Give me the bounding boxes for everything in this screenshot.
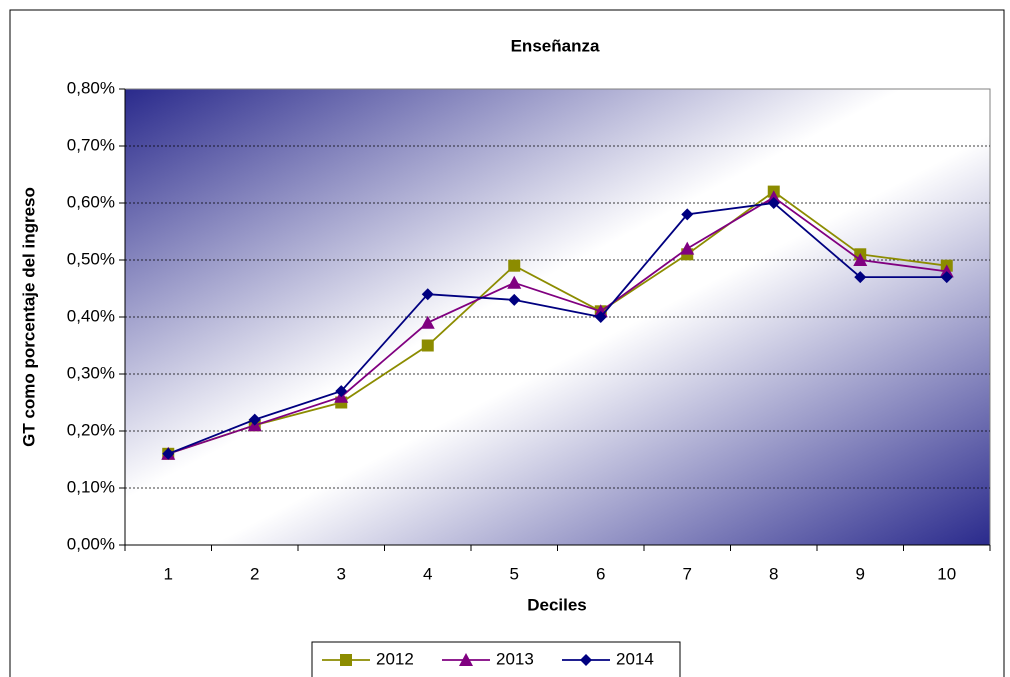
x-tick-label: 5	[510, 564, 519, 583]
y-tick-label: 0,10%	[67, 477, 115, 496]
data-point	[420, 315, 435, 329]
series-line	[167, 196, 947, 455]
data-point	[421, 288, 434, 301]
y-tick-label: 0,40%	[67, 306, 115, 325]
x-tick-label: 7	[683, 564, 692, 583]
x-tick-label: 10	[937, 564, 956, 583]
y-tick-label: 0,30%	[67, 363, 115, 382]
legend-label: 2013	[496, 649, 534, 668]
legend-label: 2014	[616, 649, 654, 668]
data-point	[335, 385, 348, 398]
data-point	[248, 413, 261, 426]
y-tick-label: 0,80%	[67, 78, 115, 97]
data-point	[939, 264, 954, 278]
data-point	[680, 241, 695, 255]
data-point	[940, 271, 953, 284]
y-tick-label: 0,70%	[67, 135, 115, 154]
data-point	[421, 339, 434, 352]
data-point	[766, 190, 781, 204]
x-tick-label: 8	[769, 564, 778, 583]
series-line	[167, 190, 947, 455]
legend-label: 2012	[376, 649, 414, 668]
x-tick-label: 3	[337, 564, 346, 583]
series-line	[167, 202, 947, 455]
legend	[311, 641, 681, 677]
y-tick-label: 0,60%	[67, 192, 115, 211]
x-axis-label: Deciles	[527, 595, 587, 614]
x-tick-label: 9	[856, 564, 865, 583]
data-point	[853, 253, 868, 266]
data-point	[594, 311, 607, 323]
y-axis-label: GT como porcentaje del ingreso	[19, 187, 38, 447]
x-tick-label: 4	[423, 564, 432, 583]
data-point	[681, 208, 694, 221]
data-point	[508, 293, 521, 306]
chart-title: Enseñanza	[511, 36, 600, 55]
data-point	[508, 259, 521, 272]
legend-marker	[340, 654, 352, 666]
data-point	[507, 275, 522, 289]
x-tick-label: 6	[596, 564, 605, 583]
legend-marker	[459, 653, 473, 666]
x-tick-label: 1	[164, 564, 173, 583]
x-tick-label: 2	[250, 564, 259, 583]
y-tick-label: 0,50%	[67, 249, 115, 268]
y-tick-label: 0,00%	[67, 534, 115, 553]
y-tick-label: 0,20%	[67, 420, 115, 439]
legend-marker	[580, 654, 592, 666]
data-point	[767, 197, 780, 209]
data-point	[162, 447, 175, 460]
data-point	[854, 271, 867, 284]
